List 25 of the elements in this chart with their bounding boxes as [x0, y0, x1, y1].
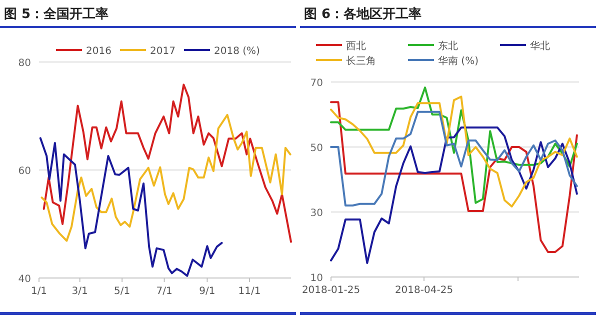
x-tick-label: 2018-01-25 [302, 285, 360, 296]
legend-label: 东北 [438, 40, 458, 52]
legend-label: 2018 (%) [214, 46, 260, 57]
legend-label: 2017 [150, 46, 176, 57]
legend-label: 华南 (%) [438, 55, 479, 67]
legend-label: 2016 [86, 46, 112, 57]
y-tick-label: 50 [310, 143, 323, 154]
x-tick-label: 7/1 [156, 286, 172, 297]
chart-title: 图 5：全国开工率 [4, 6, 109, 22]
legend-label: 华北 [530, 40, 550, 52]
x-tick-label: 9/1 [199, 286, 216, 297]
y-tick-label: 10 [310, 273, 323, 284]
y-tick-label: 70 [310, 78, 323, 89]
x-tick-label: 1/1 [30, 286, 48, 297]
legend-label: 西北 [346, 40, 366, 52]
x-tick-label: 3/1 [72, 286, 88, 297]
x-tick-label: 11/1 [238, 286, 261, 297]
y-tick-label: 40 [18, 274, 31, 285]
y-tick-label: 60 [18, 166, 31, 177]
x-tick-label: 2018-04-25 [394, 285, 454, 296]
x-tick-label: 5/1 [114, 286, 130, 297]
chart-title: 图 6：各地区开工率 [304, 6, 422, 22]
y-tick-label: 30 [310, 208, 323, 219]
y-tick-label: 80 [18, 58, 31, 69]
legend-label: 长三角 [346, 55, 376, 67]
